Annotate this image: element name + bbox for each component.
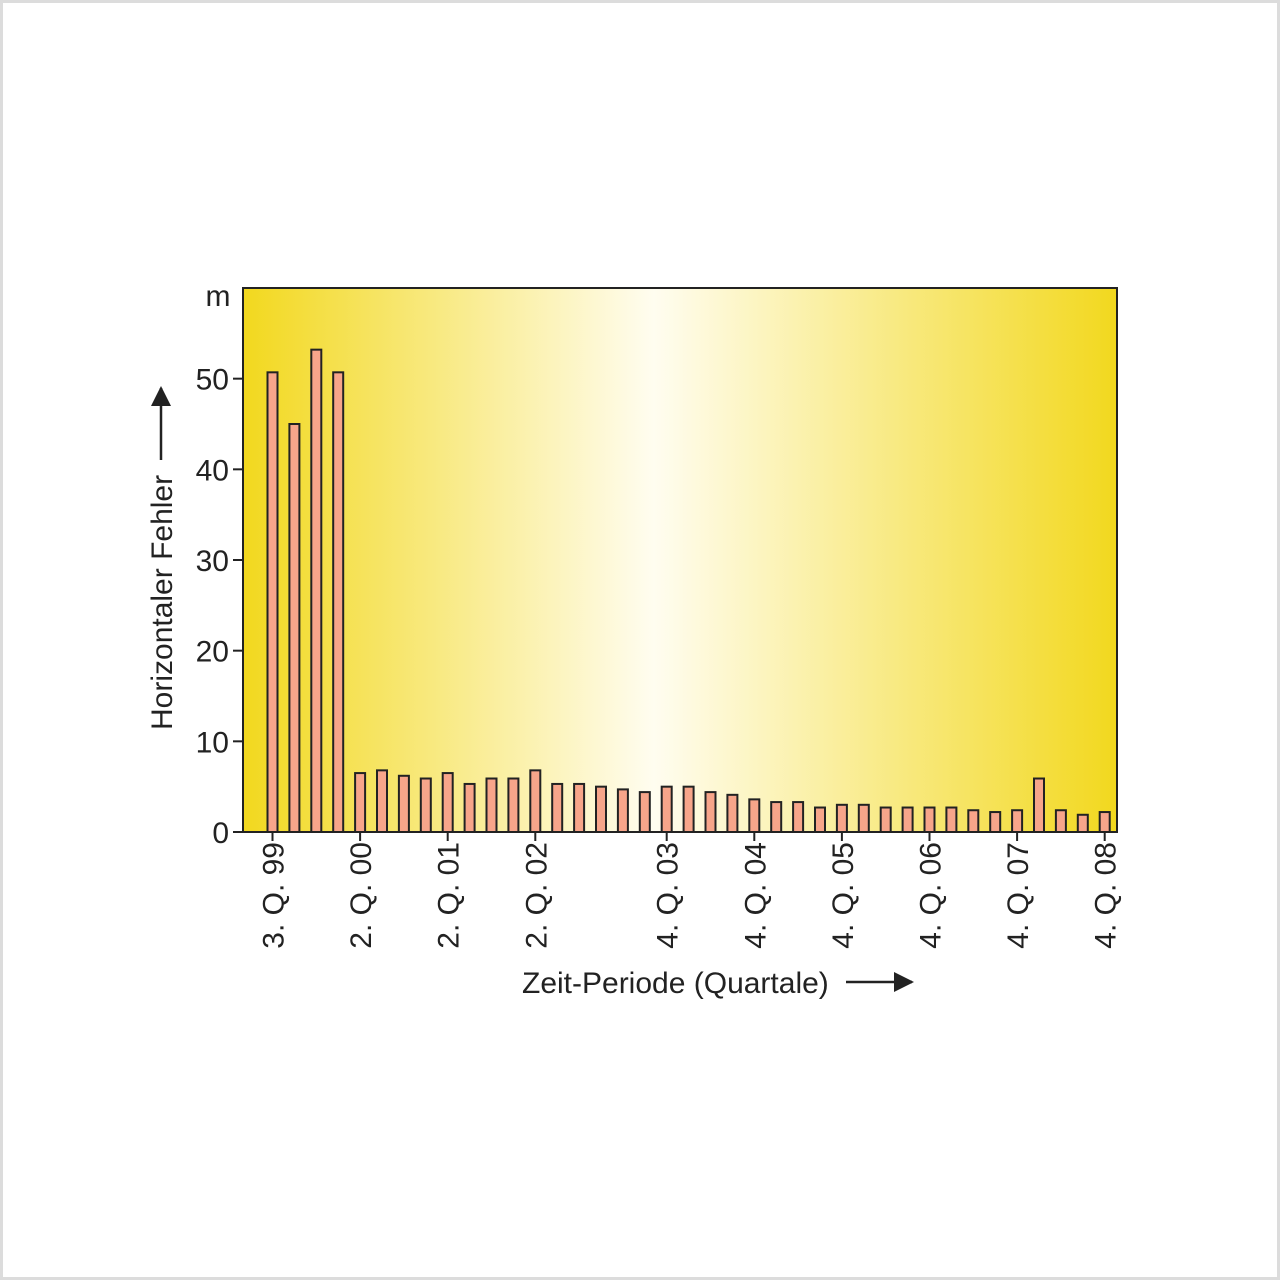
x-tick-label: 2. Q. 00 [345,842,378,949]
bar [792,801,805,834]
plot-area [242,287,1118,833]
x-tick-label: 4. Q. 03 [652,842,685,949]
bar [704,791,717,834]
bar [376,769,388,834]
bar [682,785,695,834]
bar [354,772,367,833]
y-tick-label: 30 [196,545,229,578]
bar [529,769,542,834]
y-axis-title-group: Horizontaler Fehler [146,386,179,730]
bar [1076,813,1089,833]
bar [835,803,848,833]
bar [1098,811,1111,834]
y-axis-title: Horizontaler Fehler [146,475,179,730]
bar [638,791,651,834]
y-tick-label: 40 [196,454,229,487]
x-tick-label: 4. Q. 06 [915,842,948,949]
bar [573,782,586,833]
bar [266,371,279,833]
bar [551,782,564,833]
bar [814,806,826,834]
bar [923,806,936,834]
y-tick-label: 20 [196,636,229,669]
bar [419,777,432,833]
x-tick-label: 4. Q. 07 [1002,842,1035,949]
bar [945,806,958,834]
x-tick-label: 4. Q. 04 [739,842,772,949]
bar [595,785,607,834]
x-tick-label: 2. Q. 01 [433,842,466,949]
bar [989,811,1002,834]
bar [726,793,739,833]
bar [507,777,520,833]
bar [310,348,323,833]
x-axis-title-group: Zeit-Periode (Quartale) [522,967,914,1000]
bar [441,772,454,833]
bar-series [266,348,1111,834]
y-unit-label: m [206,280,231,313]
y-tick-label: 0 [212,817,229,850]
bar [463,782,476,833]
x-tick-label: 4. Q. 05 [827,842,860,949]
bar [332,371,345,833]
x-tick-label: 2. Q. 02 [520,842,553,949]
bar [967,809,980,833]
bar [485,777,498,833]
y-tick-label: 50 [196,364,229,397]
bar [1054,809,1067,833]
bar [660,785,673,834]
x-axis-title: Zeit-Periode (Quartale) [522,967,829,1000]
bar [879,806,892,834]
bar [288,423,301,833]
bar [748,798,761,833]
bar [1011,809,1024,833]
x-tick-label: 4. Q. 08 [1090,842,1123,949]
y-tick-label: 10 [196,726,229,759]
bar [1033,777,1045,833]
bar [901,806,914,834]
bar [397,774,410,834]
bar [857,803,870,833]
y-axis: m 0 10 20 30 40 50 [196,280,243,850]
bar [770,801,783,834]
x-tick-label: 3. Q. 99 [258,842,291,949]
bar [616,788,629,833]
x-axis: 3. Q. 99 2. Q. 00 2. Q. 01 2. Q. 02 4. Q. 03… [258,832,1123,949]
